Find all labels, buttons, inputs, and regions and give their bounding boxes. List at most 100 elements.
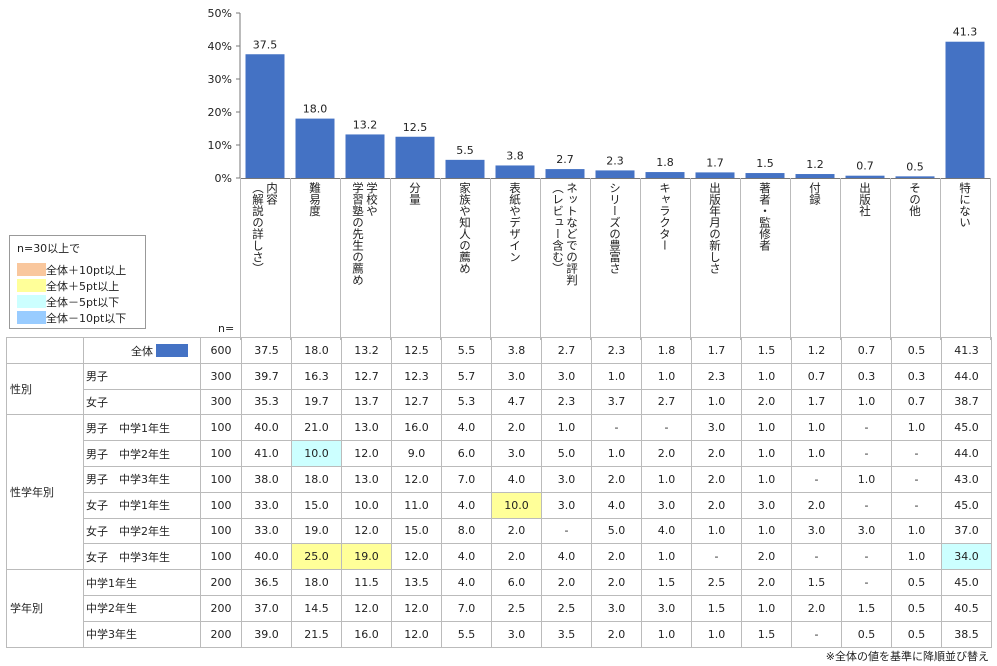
table-row: 男子 中学2年生 100 41.0 10.0 12.0 9.0 6.0 3.0 5.0 1.0 2.… — [7, 440, 992, 467]
value-cell: 19.0 — [341, 543, 392, 571]
category-label: シリーズの豊富さ — [608, 182, 622, 274]
value-cell: 4.0 — [441, 414, 492, 442]
value-cell: 2.0 — [491, 517, 542, 545]
table-row: 中学2年生 200 37.0 14.5 12.0 12.0 7.0 2.5 2.5 3.0 3.0 1… — [7, 594, 992, 622]
value-cell: 21.0 — [291, 414, 342, 442]
value-cell: - — [891, 465, 942, 493]
value-cell: 1.0 — [791, 440, 842, 467]
value-cell: 6.0 — [441, 440, 492, 467]
value-cell: 5.5 — [441, 620, 492, 648]
data-table: 全体 600 37.5 18.0 13.2 12.5 5.5 3.8 2.7 2.3 1.8 1.7 1… — [6, 337, 992, 648]
value-cell: 5.0 — [591, 517, 642, 545]
value-cell: 3.0 — [591, 594, 642, 622]
value-cell: 41.3 — [941, 337, 992, 364]
category-label: 出版年月の新しさ — [708, 182, 722, 274]
legend: n=30以上で 全体＋10pt以上 全体＋5pt以上 全体－5pt以下 全体－1… — [9, 235, 146, 329]
legend-label: 全体＋5pt以上 — [46, 280, 120, 293]
legend-swatch — [17, 311, 46, 324]
data-label: 2.3 — [606, 154, 624, 167]
category-label: 著者・監修者 — [758, 182, 772, 251]
value-cell: 33.0 — [241, 517, 292, 545]
value-cell: 2.3 — [691, 362, 742, 390]
row-label-text: 全体 — [131, 345, 153, 358]
bar — [745, 173, 785, 178]
data-label: 18.0 — [303, 103, 328, 116]
row-group-label: 性別 — [6, 362, 84, 416]
value-cell: 39.0 — [241, 620, 292, 648]
value-cell: 1.0 — [591, 362, 642, 390]
value-cell: - — [841, 414, 892, 442]
value-cell: - — [791, 620, 842, 648]
value-cell: 1.5 — [741, 337, 792, 364]
value-cell: 11.0 — [391, 491, 442, 519]
row-label: 女子 中学2年生 — [83, 517, 201, 545]
value-cell: 10.0 — [291, 440, 342, 467]
value-cell: 3.0 — [841, 517, 892, 545]
value-cell: 0.5 — [891, 569, 942, 596]
bar — [445, 159, 485, 178]
value-cell: 4.0 — [441, 569, 492, 596]
value-cell: 12.3 — [391, 362, 442, 390]
value-cell: 5.0 — [541, 440, 592, 467]
value-cell: 3.0 — [541, 491, 592, 519]
value-cell: 4.7 — [491, 388, 542, 416]
value-cell: 2.7 — [641, 388, 692, 416]
value-cell: 38.0 — [241, 465, 292, 493]
value-cell: 2.0 — [591, 620, 642, 648]
value-cell: 3.8 — [491, 337, 542, 364]
value-cell: 2.0 — [691, 465, 742, 493]
value-cell: 0.5 — [891, 594, 942, 622]
row-label: 男子 中学2年生 — [83, 440, 201, 467]
value-cell: 12.7 — [341, 362, 392, 390]
value-cell: 1.5 — [691, 594, 742, 622]
data-label: 1.8 — [656, 156, 674, 169]
value-cell: 3.0 — [491, 362, 542, 390]
value-cell: 1.0 — [741, 517, 792, 545]
footnote: ※全体の値を基準に降順並び替え — [825, 650, 989, 663]
bar — [595, 170, 635, 178]
n-cell: 100 — [200, 465, 242, 493]
n-cell: 300 — [200, 388, 242, 416]
value-cell: 1.0 — [841, 465, 892, 493]
table-row-total: 全体 600 37.5 18.0 13.2 12.5 5.5 3.8 2.7 2.3 1.8 1.7 1… — [6, 337, 992, 364]
value-cell: 3.0 — [641, 491, 692, 519]
bar — [695, 172, 735, 178]
value-cell: 1.0 — [691, 517, 742, 545]
legend-label: 全体－10pt以下 — [46, 312, 127, 325]
value-cell: 2.0 — [741, 388, 792, 416]
table-row: 女子 中学3年生 100 40.0 25.0 19.0 12.0 4.0 2.0 4.0 2.0 1… — [7, 543, 992, 571]
bar — [345, 134, 385, 178]
value-cell: 1.2 — [791, 337, 842, 364]
value-cell: 21.5 — [291, 620, 342, 648]
value-cell: - — [891, 440, 942, 467]
value-cell: 12.0 — [391, 465, 442, 493]
value-cell: 1.0 — [541, 414, 592, 442]
value-cell: 0.5 — [841, 620, 892, 648]
bar-chart: 0% 10% 20% 30% 40% 50% 37.5 18.0 13.2 12.5 5.5 3.8 2… — [208, 7, 991, 340]
value-cell: 18.0 — [291, 569, 342, 596]
value-cell: 3.0 — [741, 491, 792, 519]
legend-swatch — [17, 279, 46, 292]
bar — [495, 165, 535, 178]
value-cell: 6.0 — [491, 569, 542, 596]
value-cell: 15.0 — [291, 491, 342, 519]
y-tick-label: 20% — [208, 106, 232, 119]
value-cell: 12.0 — [391, 543, 442, 571]
value-cell: 2.0 — [791, 491, 842, 519]
y-tick-label: 30% — [208, 73, 232, 86]
value-cell: 5.3 — [441, 388, 492, 416]
value-cell: 1.0 — [891, 543, 942, 571]
value-cell: 44.0 — [941, 440, 992, 467]
data-label: 41.3 — [953, 26, 978, 39]
y-tick-label: 50% — [208, 7, 232, 20]
value-cell: 12.0 — [341, 440, 392, 467]
value-cell: 16.0 — [391, 414, 442, 442]
value-cell: - — [791, 465, 842, 493]
value-cell: 36.5 — [241, 569, 292, 596]
value-cell: 2.0 — [491, 414, 542, 442]
value-cell: 3.0 — [541, 362, 592, 390]
value-cell: - — [841, 440, 892, 467]
value-cell: 9.0 — [391, 440, 442, 467]
value-cell: 3.5 — [541, 620, 592, 648]
value-cell: 16.0 — [341, 620, 392, 648]
